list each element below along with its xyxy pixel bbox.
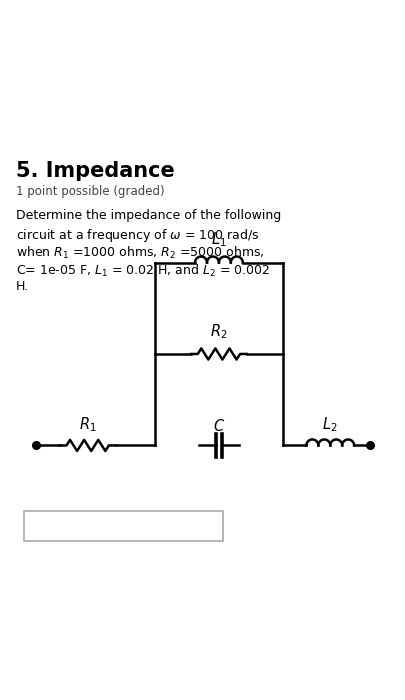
- Text: $R_1$: $R_1$: [79, 415, 96, 433]
- Text: C= 1e-05 F, $L_1$ = 0.02 H, and $L_2$ = 0.002: C= 1e-05 F, $L_1$ = 0.02 H, and $L_2$ = …: [16, 262, 269, 279]
- Text: $L_2$: $L_2$: [322, 415, 337, 433]
- Text: 5. Impedance: 5. Impedance: [16, 161, 175, 181]
- Text: H.: H.: [16, 281, 29, 293]
- Text: $C$: $C$: [212, 417, 224, 433]
- Text: Determine the impedance of the following: Determine the impedance of the following: [16, 209, 281, 222]
- Text: when $R_1$ =1000 ohms, $R_2$ =5000 ohms,: when $R_1$ =1000 ohms, $R_2$ =5000 ohms,: [16, 244, 264, 260]
- Text: $L_1$: $L_1$: [211, 230, 226, 248]
- FancyBboxPatch shape: [24, 511, 222, 541]
- Text: 1 point possible (graded): 1 point possible (graded): [16, 185, 164, 198]
- Text: $R_2$: $R_2$: [210, 323, 227, 342]
- Text: circuit at a frequency of $\omega$ = 100 rad/s: circuit at a frequency of $\omega$ = 100…: [16, 227, 259, 244]
